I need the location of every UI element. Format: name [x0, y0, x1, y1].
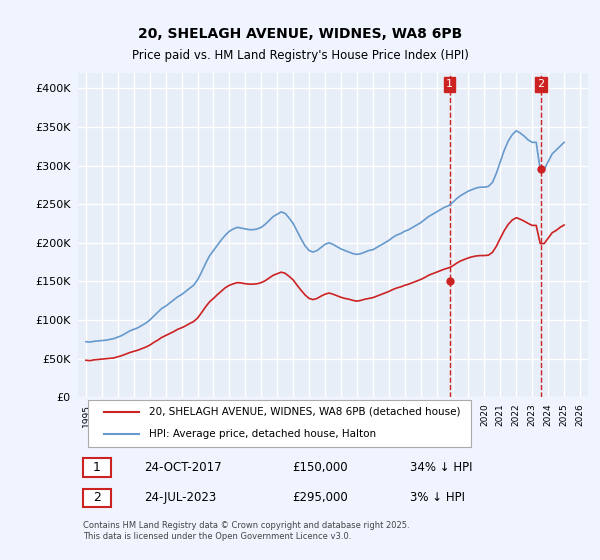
Text: 1: 1 [446, 80, 453, 89]
Text: £295,000: £295,000 [292, 492, 348, 505]
Text: £150,000: £150,000 [292, 461, 348, 474]
Text: Price paid vs. HM Land Registry's House Price Index (HPI): Price paid vs. HM Land Registry's House … [131, 49, 469, 63]
Text: HPI: Average price, detached house, Halton: HPI: Average price, detached house, Halt… [149, 429, 377, 438]
FancyBboxPatch shape [83, 459, 111, 477]
Text: 1: 1 [93, 461, 101, 474]
Text: 34% ↓ HPI: 34% ↓ HPI [409, 461, 472, 474]
Text: Contains HM Land Registry data © Crown copyright and database right 2025.
This d: Contains HM Land Registry data © Crown c… [83, 521, 410, 540]
Text: 20, SHELAGH AVENUE, WIDNES, WA8 6PB: 20, SHELAGH AVENUE, WIDNES, WA8 6PB [138, 27, 462, 41]
Text: 20, SHELAGH AVENUE, WIDNES, WA8 6PB (detached house): 20, SHELAGH AVENUE, WIDNES, WA8 6PB (det… [149, 407, 461, 417]
Text: 3% ↓ HPI: 3% ↓ HPI [409, 492, 464, 505]
FancyBboxPatch shape [83, 489, 111, 507]
Text: 24-JUL-2023: 24-JUL-2023 [145, 492, 217, 505]
Text: 24-OCT-2017: 24-OCT-2017 [145, 461, 222, 474]
Text: 2: 2 [93, 492, 101, 505]
FancyBboxPatch shape [88, 400, 471, 447]
Text: 2: 2 [538, 80, 545, 89]
